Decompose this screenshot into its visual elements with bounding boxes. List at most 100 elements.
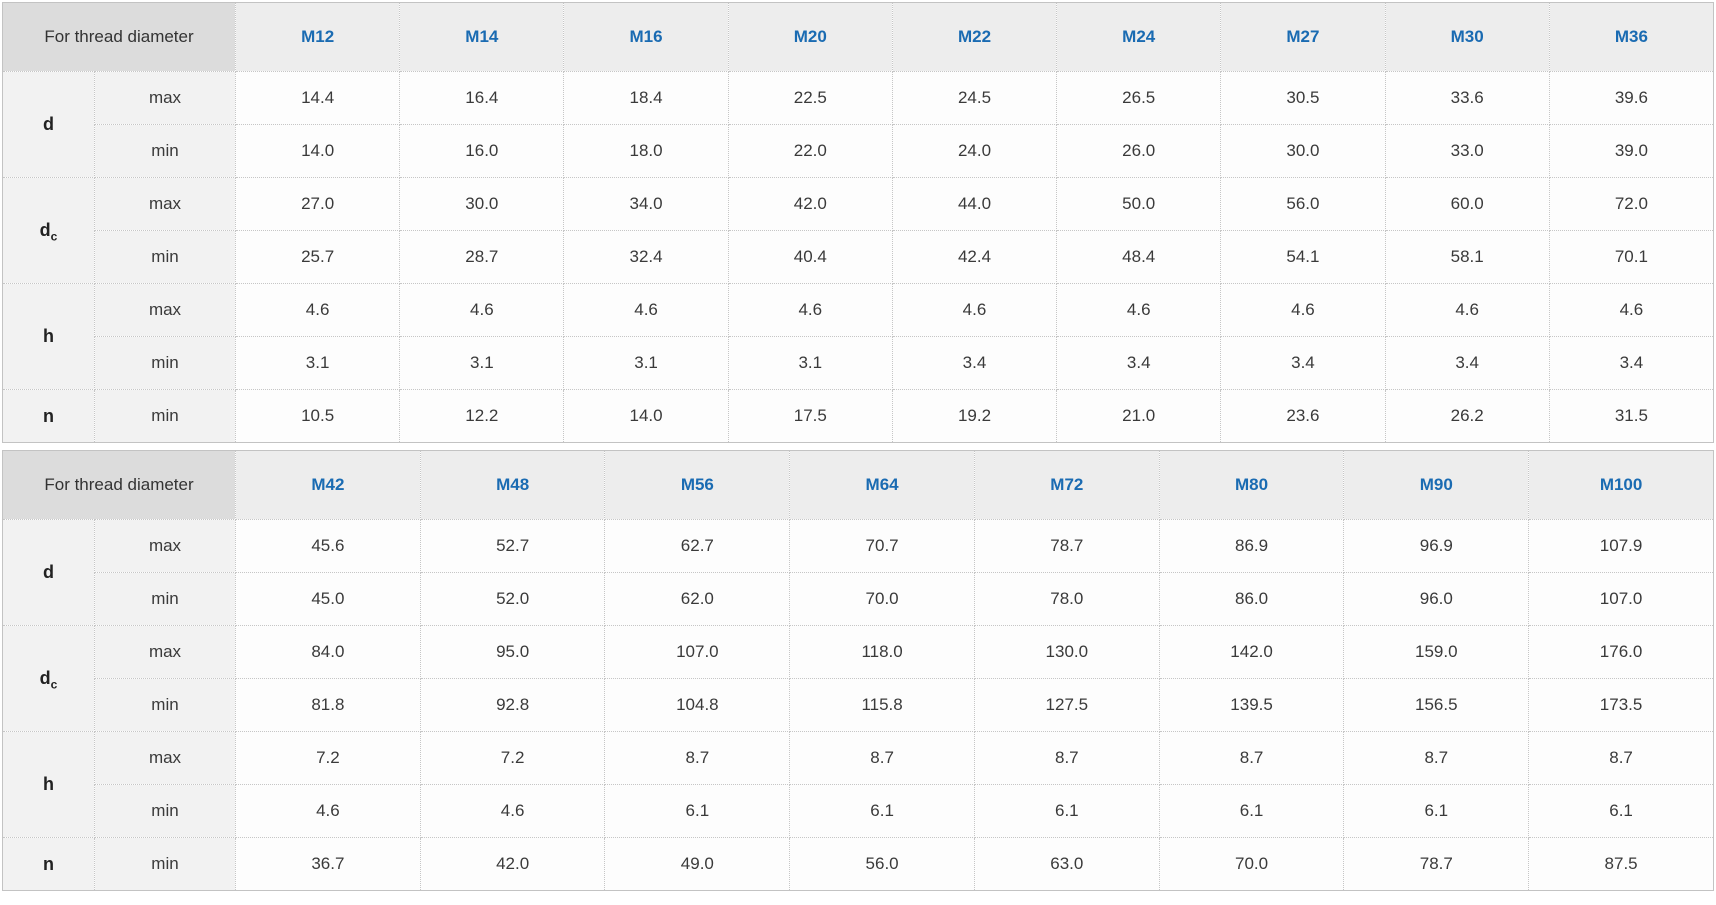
value-cell: 4.6 xyxy=(1548,283,1715,337)
param-symbol: d xyxy=(39,668,51,688)
value-cell: 104.8 xyxy=(604,678,791,732)
table-row: min 14.0 16.0 18.0 22.0 24.0 26.0 30.0 33.0 39.0 xyxy=(3,124,1715,178)
value-cell: 3.4 xyxy=(1056,336,1222,390)
value-cell: 21.0 xyxy=(1056,389,1222,443)
value-cell: 49.0 xyxy=(604,837,791,891)
col-header-m24[interactable]: M24 xyxy=(1056,2,1222,72)
value-cell: 17.5 xyxy=(727,389,893,443)
row-param-n: n xyxy=(2,837,95,891)
value-cell: 39.6 xyxy=(1548,71,1715,125)
limit-label: min xyxy=(93,837,237,891)
value-cell: 18.0 xyxy=(563,124,729,178)
value-cell: 26.5 xyxy=(1056,71,1222,125)
value-cell: 92.8 xyxy=(419,678,606,732)
col-header-m90[interactable]: M90 xyxy=(1343,450,1530,520)
col-header-m56[interactable]: M56 xyxy=(604,450,791,520)
value-cell: 6.1 xyxy=(1158,784,1345,838)
col-header-m42[interactable]: M42 xyxy=(235,450,421,520)
header-row: For thread diameter M42 M48 M56 M64 M72 M80 M90… xyxy=(1,450,1714,520)
col-header-m16[interactable]: M16 xyxy=(563,2,729,72)
value-cell: 4.6 xyxy=(235,784,421,838)
col-header-m64[interactable]: M64 xyxy=(789,450,975,520)
value-cell: 3.1 xyxy=(727,336,893,390)
value-cell: 16.4 xyxy=(399,71,565,125)
value-cell: 28.7 xyxy=(399,230,565,284)
value-cell: 142.0 xyxy=(1158,625,1345,679)
value-cell: 96.9 xyxy=(1343,519,1530,573)
value-cell: 27.0 xyxy=(235,177,401,231)
value-cell: 36.7 xyxy=(235,837,421,891)
table-row: n min 36.7 42.0 49.0 56.0 63.0 70.0 78.7 87.5 xyxy=(2,837,1714,891)
value-cell: 4.6 xyxy=(419,784,606,838)
limit-label: max xyxy=(93,177,237,231)
value-cell: 78.7 xyxy=(973,519,1160,573)
value-cell: 25.7 xyxy=(235,230,401,284)
value-cell: 39.0 xyxy=(1548,124,1715,178)
col-header-m48[interactable]: M48 xyxy=(419,450,606,520)
param-symbol: d xyxy=(43,114,54,134)
value-cell: 96.0 xyxy=(1343,572,1530,626)
value-cell: 156.5 xyxy=(1343,678,1530,732)
value-cell: 63.0 xyxy=(973,837,1160,891)
col-header-m27[interactable]: M27 xyxy=(1220,2,1386,72)
value-cell: 78.7 xyxy=(1343,837,1530,891)
limit-label: min xyxy=(93,389,237,443)
limit-label: max xyxy=(93,625,237,679)
row-param-dc: dc xyxy=(2,625,95,732)
col-header-m14[interactable]: M14 xyxy=(399,2,565,72)
value-cell: 8.7 xyxy=(973,731,1160,785)
limit-label: min xyxy=(93,572,237,626)
col-header-m36[interactable]: M36 xyxy=(1548,2,1715,72)
value-cell: 107.0 xyxy=(604,625,791,679)
param-subscript: c xyxy=(50,229,58,244)
value-cell: 56.0 xyxy=(789,837,975,891)
col-header-m72[interactable]: M72 xyxy=(973,450,1160,520)
value-cell: 70.0 xyxy=(789,572,975,626)
value-cell: 8.7 xyxy=(789,731,975,785)
col-header-m22[interactable]: M22 xyxy=(891,2,1058,72)
value-cell: 40.4 xyxy=(727,230,893,284)
param-symbol: d xyxy=(39,220,51,240)
value-cell: 6.1 xyxy=(789,784,975,838)
limit-label: max xyxy=(93,519,237,573)
value-cell: 31.5 xyxy=(1548,389,1715,443)
table-row: min 45.0 52.0 62.0 70.0 78.0 86.0 96.0 107.0 xyxy=(3,572,1714,626)
col-header-m20[interactable]: M20 xyxy=(727,2,893,72)
value-cell: 48.4 xyxy=(1056,230,1222,284)
value-cell: 130.0 xyxy=(973,625,1160,679)
value-cell: 30.0 xyxy=(1220,124,1386,178)
row-param-d: d xyxy=(2,519,95,626)
row-param-n: n xyxy=(2,389,95,443)
param-symbol: h xyxy=(43,774,54,794)
value-cell: 4.6 xyxy=(399,283,565,337)
value-cell: 8.7 xyxy=(1343,731,1530,785)
col-header-m12[interactable]: M12 xyxy=(235,2,401,72)
table-row: h max 7.2 7.2 8.7 8.7 8.7 8.7 8.7 8.7 xyxy=(2,731,1714,838)
value-cell: 3.4 xyxy=(1384,336,1550,390)
value-cell: 8.7 xyxy=(1158,731,1345,785)
value-cell: 60.0 xyxy=(1384,177,1550,231)
col-header-m80[interactable]: M80 xyxy=(1158,450,1345,520)
value-cell: 3.1 xyxy=(399,336,565,390)
table-row: h max 4.6 4.6 4.6 4.6 4.6 4.6 4.6 4.6 4.6 xyxy=(2,283,1715,390)
param-symbol: d xyxy=(43,562,54,582)
value-cell: 6.1 xyxy=(604,784,791,838)
value-cell: 45.0 xyxy=(235,572,421,626)
value-cell: 34.0 xyxy=(563,177,729,231)
value-cell: 52.7 xyxy=(419,519,606,573)
value-cell: 81.8 xyxy=(235,678,421,732)
limit-label: min xyxy=(93,230,237,284)
thread-size-table-upper: For thread diameter M12 M14 M16 M20 M22 M24 M27… xyxy=(1,2,1715,443)
value-cell: 22.5 xyxy=(727,71,893,125)
value-cell: 6.1 xyxy=(973,784,1160,838)
col-header-m100[interactable]: M100 xyxy=(1528,450,1714,520)
value-cell: 18.4 xyxy=(563,71,729,125)
value-cell: 30.0 xyxy=(399,177,565,231)
value-cell: 4.6 xyxy=(563,283,729,337)
col-header-m30[interactable]: M30 xyxy=(1384,2,1550,72)
value-cell: 14.4 xyxy=(235,71,401,125)
value-cell: 127.5 xyxy=(973,678,1160,732)
value-cell: 87.5 xyxy=(1528,837,1714,891)
value-cell: 33.6 xyxy=(1384,71,1550,125)
value-cell: 4.6 xyxy=(727,283,893,337)
